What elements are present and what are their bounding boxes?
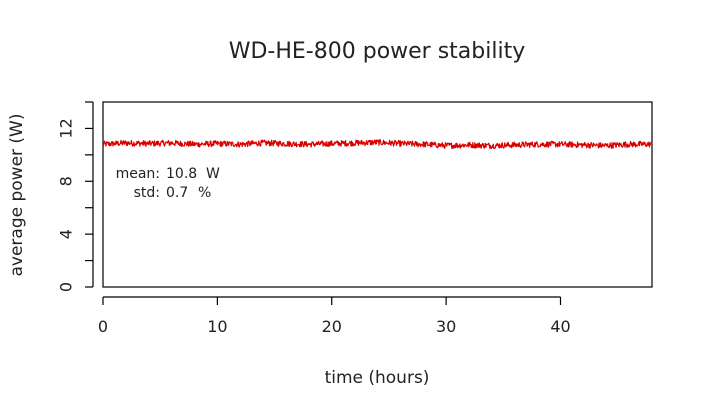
series-layer (102, 138, 653, 150)
mean-label: mean: (116, 166, 160, 182)
y-tick-label: 4 (57, 229, 76, 239)
chart-title: WD-HE-800 power stability (229, 39, 526, 64)
mean-unit: W (206, 166, 220, 182)
y-tick-label: 12 (57, 118, 76, 138)
mean-value: 10.8 (166, 166, 197, 182)
std-label: std: (134, 185, 160, 201)
std-value: 0.7 (166, 185, 188, 201)
x-axis-label: time (hours) (325, 368, 430, 388)
std-unit: % (198, 185, 211, 201)
y-axis-label: average power (W) (7, 113, 27, 276)
y-tick-label: 8 (57, 176, 76, 186)
x-tick-label: 40 (550, 317, 570, 336)
y-axis: 0 4 8 12 (57, 101, 94, 292)
y-tick-label: 0 (57, 282, 76, 292)
power-series-line (102, 138, 653, 150)
x-tick-label: 20 (322, 317, 342, 336)
statistics-annotation: mean: 10.8 W std: 0.7 % (116, 166, 220, 201)
x-tick-label: 10 (207, 317, 227, 336)
x-axis: 0 10 20 30 40 (98, 296, 571, 336)
x-tick-label: 30 (436, 317, 456, 336)
x-tick-label: 0 (98, 317, 108, 336)
plot-frame (102, 101, 653, 288)
